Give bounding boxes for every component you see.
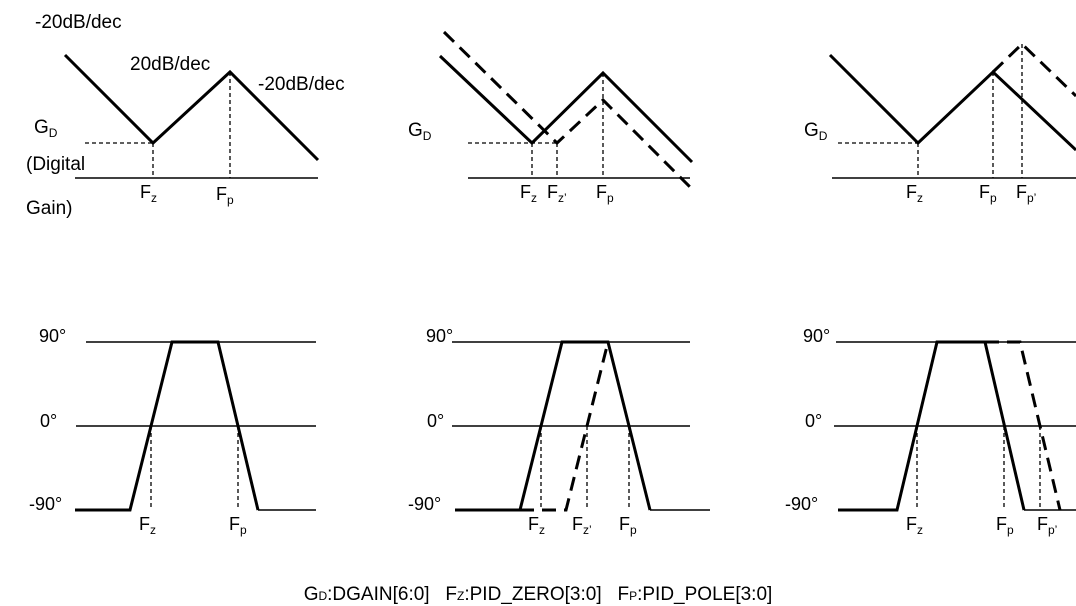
deg-0-label: 0° [805, 411, 822, 431]
phase-panel-zero-shift: 90° 0° -90° Fz Fz’ Fp [408, 326, 710, 537]
phase-curve [455, 340, 652, 512]
fp-label: Fp [619, 514, 637, 537]
slope-label-right: -20dB/dec [258, 74, 345, 95]
gain-label: GD [34, 117, 58, 140]
deg-90-label: 90° [39, 326, 66, 346]
fz-label: Fz [528, 514, 545, 537]
shifted-magnitude-curve [442, 30, 692, 189]
digital-label: (Digital [26, 154, 85, 175]
fp-label: Fp [596, 182, 614, 205]
register-caption: GD:DGAIN[6:0] FZ:PID_ZERO[3:0] FP:PID_PO… [304, 584, 773, 605]
gain-label: GD [408, 120, 432, 143]
fz-prime-label: Fz’ [572, 514, 592, 537]
slope-label-left: -20dB/dec [35, 12, 122, 33]
phase-curve [75, 340, 260, 512]
gain-label: GD [804, 120, 828, 143]
fp-prime-label: Fp’ [1016, 182, 1036, 205]
magnitude-curve [828, 53, 1076, 152]
deg-0-label: 0° [427, 411, 444, 431]
magnitude-panel-zero-shift: GD Fz Fz’ Fp [408, 30, 694, 205]
fz-prime-label: Fz’ [547, 182, 567, 205]
fp-label: Fp [229, 514, 247, 537]
deg-minus90-label: -90° [408, 494, 441, 514]
fz-label: Fz [139, 514, 156, 537]
deg-90-label: 90° [803, 326, 830, 346]
fz-label: Fz [906, 182, 923, 205]
shifted-phase-curve [985, 340, 1062, 511]
deg-minus90-label: -90° [29, 494, 62, 514]
shifted-phase-curve [520, 341, 610, 512]
phase-panel-pole-shift: 90° 0° -90° Fz Fp Fp’ [785, 326, 1076, 537]
deg-0-label: 0° [40, 411, 57, 431]
deg-minus90-label: -90° [785, 494, 818, 514]
magnitude-panel-pole-shift: GD Fz Fp Fp’ [804, 41, 1076, 205]
fp-label: Fp [979, 182, 997, 205]
deg-90-label: 90° [426, 326, 453, 346]
slope-label-mid: 20dB/dec [130, 54, 210, 75]
fz-label: Fz [906, 514, 923, 537]
phase-panel-base: 90° 0° -90° Fz Fp [29, 326, 316, 537]
magnitude-curve [63, 53, 320, 162]
shifted-magnitude-curve [991, 41, 1076, 98]
magnitude-curve [438, 54, 694, 164]
magnitude-panel-base: -20dB/dec 20dB/dec -20dB/dec GD (Digital… [26, 12, 345, 219]
phase-curve [838, 340, 1026, 512]
fz-label: Fz [140, 182, 157, 205]
fz-label: Fz [520, 182, 537, 205]
fp-label: Fp [996, 514, 1014, 537]
fp-prime-label: Fp’ [1037, 514, 1057, 537]
fp-label: Fp [216, 184, 234, 207]
gain-word-label: Gain) [26, 198, 72, 219]
